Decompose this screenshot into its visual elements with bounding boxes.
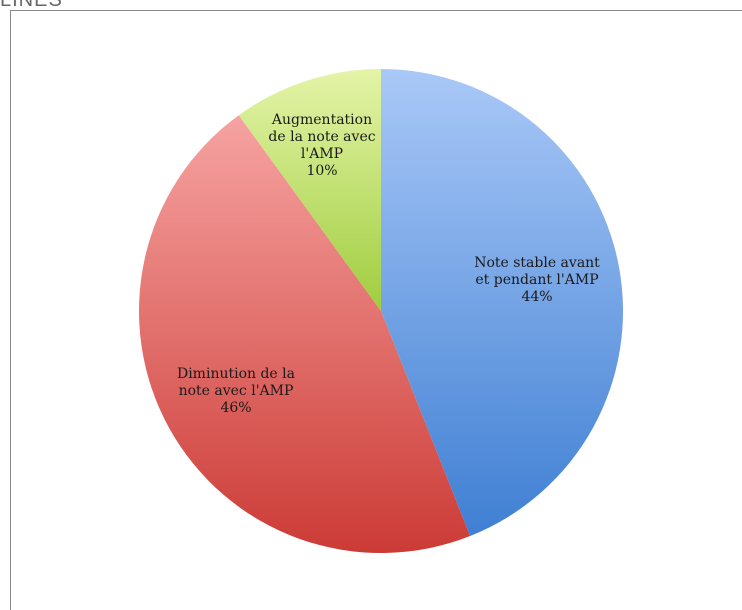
slice-percent-augmentation: 10% (306, 163, 337, 179)
slice-label-augmentation: Augmentation de la note avec l'AMP 10% (268, 112, 375, 179)
slice-label-line: et pendant l'AMP (475, 272, 598, 288)
slice-percent-diminution: 46% (220, 400, 251, 416)
slice-label-line: Augmentation (271, 112, 372, 128)
pie-labels: Note stable avant et pendant l'AMP 44% Dimi… (177, 112, 600, 416)
slice-label-stable: Note stable avant et pendant l'AMP 44% (474, 255, 600, 305)
pie-slice-stable (381, 69, 624, 537)
pie-slice-diminution (138, 115, 471, 554)
pie-slices (138, 69, 624, 554)
slice-label-line: de la note avec (268, 129, 375, 145)
slice-label-diminution: Diminution de la note avec l'AMP 46% (177, 366, 295, 416)
slice-label-line: Note stable avant (474, 255, 600, 271)
pie-slice-augmentation (238, 69, 381, 311)
slice-percent-stable: 44% (521, 289, 552, 305)
cut-off-heading: LINES (0, 0, 63, 11)
slice-label-line: note avec l'AMP (179, 383, 294, 399)
slice-label-line: Diminution de la (177, 366, 295, 382)
slice-label-line: l'AMP (301, 146, 343, 162)
